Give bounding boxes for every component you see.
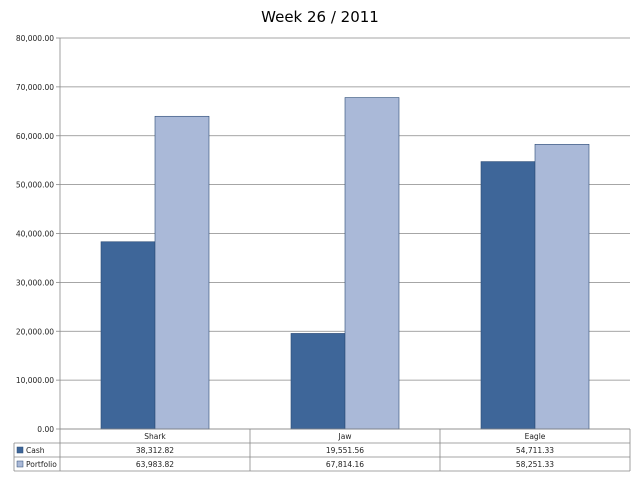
category-label: Eagle <box>525 432 546 441</box>
y-tick-label: 70,000.00 <box>16 83 54 92</box>
legend-label: Portfolio <box>26 460 57 469</box>
bar-cash-eagle <box>480 161 536 430</box>
y-tick-label: 40,000.00 <box>16 230 54 239</box>
data-label: 54,711.33 <box>516 446 554 455</box>
category-label: Jaw <box>338 432 352 441</box>
bar-portfolio-eagle <box>534 143 590 430</box>
y-tick-label: 80,000.00 <box>16 34 54 43</box>
legend-swatch-cash <box>16 446 24 454</box>
y-tick-label: 50,000.00 <box>16 181 54 190</box>
bars <box>100 97 590 430</box>
data-table: Shark Jaw Eagle Cash 38,312.82 19,551.56 54,71… <box>13 428 631 472</box>
bar-cash-jaw <box>290 333 346 430</box>
data-label: 63,983.82 <box>136 460 174 469</box>
y-tick-label: 10,000.00 <box>16 376 54 385</box>
chart-title: Week 26 / 2011 <box>261 8 379 26</box>
legend-label: Cash <box>26 446 45 455</box>
data-label: 19,551.56 <box>326 446 364 455</box>
category-label: Shark <box>144 432 166 441</box>
y-tick-label: 30,000.00 <box>16 278 54 287</box>
y-axis-tick-labels: 0.00 10,000.00 20,000.00 30,000.00 40,000.00… <box>16 34 61 434</box>
y-tick-label: 60,000.00 <box>16 132 54 141</box>
data-label: 58,251.33 <box>516 460 554 469</box>
bar-cash-shark <box>100 241 156 430</box>
data-label: 67,814.16 <box>326 460 364 469</box>
bar-portfolio-shark <box>154 115 210 430</box>
y-tick-label: 20,000.00 <box>16 327 54 336</box>
bar-portfolio-jaw <box>344 97 400 430</box>
legend-swatch-portfolio <box>16 460 24 468</box>
y-tick-label: 0.00 <box>37 425 54 434</box>
data-label: 38,312.82 <box>136 446 174 455</box>
